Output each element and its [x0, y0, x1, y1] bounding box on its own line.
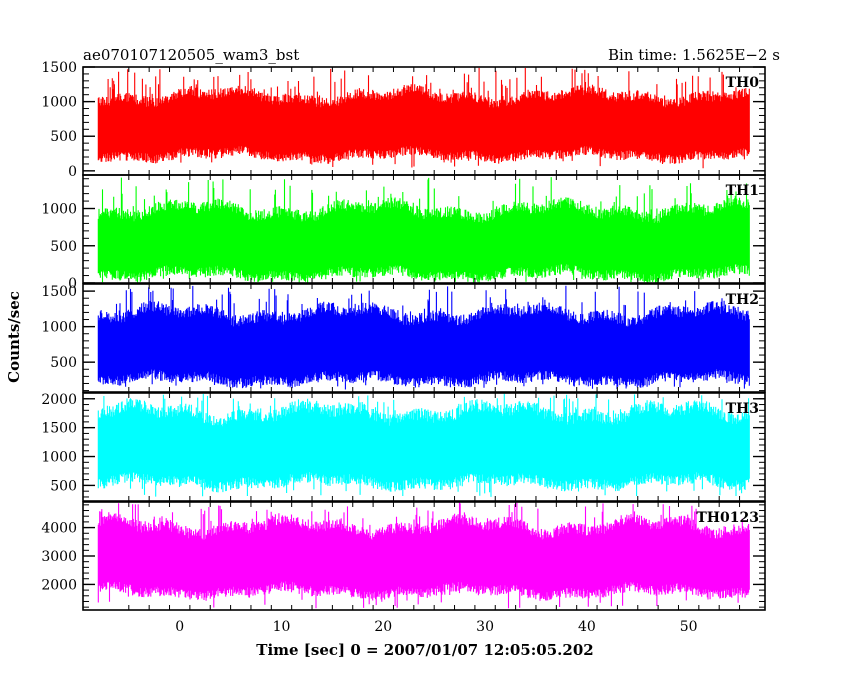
panel-th2: 500 1000 1500 TH2 [41, 283, 766, 393]
x-tick-label: 40 [578, 619, 596, 635]
x-tick-label: 10 [273, 619, 291, 635]
x-tick-label: 20 [374, 619, 392, 635]
x-axis-label: Time [sec] 0 = 2007/01/07 12:05:05.202 [256, 641, 593, 659]
panel-label-th0123: TH0123 [696, 510, 759, 526]
y-tick-label: 1000 [41, 202, 77, 218]
panel-label-th1: TH1 [726, 183, 759, 199]
y-tick-label: 500 [50, 239, 77, 255]
x-tick-label: 30 [476, 619, 494, 635]
series-th0 [97, 67, 750, 169]
y-tick-label: 1500 [41, 421, 77, 437]
panel-label-th2: TH2 [726, 292, 759, 308]
y-tick-label: 500 [50, 478, 77, 494]
y-tick-label: 500 [50, 355, 77, 371]
panel-label-th3: TH3 [726, 401, 759, 417]
y-tick-label: 500 [50, 129, 77, 145]
y-tick-label: 4000 [41, 521, 77, 537]
y-tick-label: 1000 [41, 450, 77, 466]
y-tick-label: 1000 [41, 320, 77, 336]
y-tick-label: 0 [68, 164, 77, 180]
y-tick-label: 1000 [41, 95, 77, 111]
y-tick-label: 3000 [41, 549, 77, 565]
series-th3 [97, 393, 750, 497]
x-tick-label: 0 [175, 619, 184, 635]
plot-title-right: Bin time: 1.5625E−2 s [608, 46, 780, 64]
panel-th1: 0 500 1000 TH1 [41, 174, 766, 292]
y-axis-label: Counts/sec [5, 291, 23, 383]
plot-title-left: ae070107120505_wam3_bst [83, 46, 299, 64]
series-th1 [97, 177, 750, 283]
panel-frame-th2 [82, 283, 766, 393]
panel-th0: 0 500 1000 1500 TH0 [41, 60, 766, 180]
panel-th0123: 2000 3000 4000 TH0123 [41, 501, 766, 611]
x-tick-label: 50 [680, 619, 698, 635]
series-th2 [97, 285, 750, 390]
y-tick-label: 2000 [41, 392, 77, 408]
panel-th3: 500 1000 1500 2000 TH3 [41, 392, 766, 502]
series-th0123 [97, 502, 750, 609]
panel-frame-th3 [82, 392, 766, 502]
y-tick-label: 1500 [41, 60, 77, 76]
panel-frame-th1 [82, 174, 766, 284]
y-tick-label: 0 [68, 276, 77, 292]
y-tick-label: 1500 [41, 284, 77, 300]
panel-label-th0: TH0 [726, 75, 760, 91]
y-tick-label: 2000 [41, 577, 77, 593]
